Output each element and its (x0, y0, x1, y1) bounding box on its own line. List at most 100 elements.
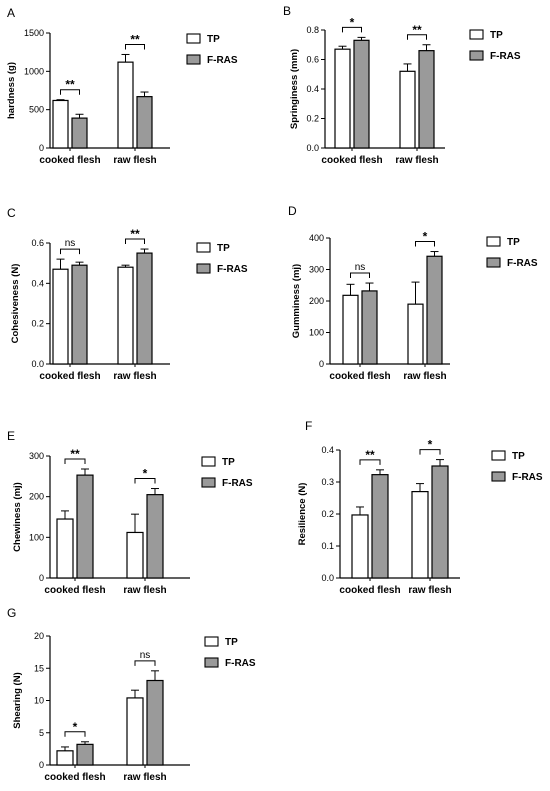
significance-bracket (342, 26, 362, 33)
bar (146, 679, 164, 766)
x-tick-label: cooked flesh (44, 585, 105, 596)
y-tick-label: 10 (34, 696, 44, 706)
significance-bracket (415, 241, 435, 247)
legend-label: TP (490, 30, 503, 41)
legend-label: TP (512, 451, 525, 462)
panel-g: G Shearing (N) 0 5 10 15 20 cooked flesh raw fle… (7, 606, 256, 783)
panel-e: E Chewiness (mj) 0 100 200 300 cooked flesh raw… (7, 429, 253, 596)
y-tick-label: 0.0 (321, 573, 334, 583)
bar (146, 494, 164, 579)
significance-bracket (64, 731, 86, 737)
significance-label: * (350, 15, 355, 29)
y-tick-label: 0.4 (306, 84, 319, 94)
bar (52, 99, 69, 149)
legend-swatch (204, 636, 219, 647)
panel-letter: A (7, 6, 15, 20)
panel-f: F Resilience (N) 0.0 0.1 0.2 0.3 0.4 cooked fle… (297, 419, 543, 596)
bar (361, 290, 378, 365)
y-tick-label: 0.0 (306, 143, 319, 153)
legend-label: F-RAS (222, 478, 253, 489)
significance-label: ** (365, 448, 375, 462)
y-tick-label: 0 (39, 573, 44, 583)
legend-swatch (201, 477, 216, 488)
bar (136, 96, 153, 149)
y-tick-label: 100 (309, 328, 324, 338)
y-tick-label: 0.4 (31, 278, 44, 288)
y-axis-label: Resilience (N) (297, 483, 308, 546)
legend-label: TP (507, 237, 520, 248)
legend-swatch (196, 263, 211, 274)
panel-b: B Springiness (mm) 0.0 0.2 0.4 0.6 0.8 cooked f… (283, 4, 521, 166)
bar (342, 294, 359, 365)
legend-label: TP (207, 34, 220, 45)
significance-label: * (428, 438, 433, 452)
significance-label: ns (140, 650, 151, 661)
y-tick-label: 0.6 (31, 238, 44, 248)
panel-c: C Cohesiveness (N) 0.0 0.2 0.4 0.6 cooked fles… (7, 206, 248, 382)
significance-bracket (64, 458, 86, 465)
bar (136, 252, 153, 365)
significance-bracket (350, 272, 370, 279)
x-tick-label: cooked flesh (329, 371, 390, 382)
bar (52, 268, 69, 365)
y-tick-label: 0.8 (306, 25, 319, 35)
legend-swatch (486, 257, 501, 268)
x-tick-label: cooked flesh (39, 155, 100, 166)
y-axis-label: Springiness (mm) (289, 49, 300, 129)
legend-swatch (491, 471, 506, 482)
bar (126, 697, 144, 766)
y-tick-label: 0.4 (321, 445, 334, 455)
significance-label: ** (130, 32, 140, 46)
significance-label: * (143, 467, 148, 481)
legend-swatch (201, 456, 216, 467)
y-tick-label: 0.2 (321, 509, 334, 519)
y-axis-label: Chewiness (mj) (12, 482, 23, 552)
legend-label: TP (225, 637, 238, 648)
bar (353, 39, 370, 149)
legend-label: F-RAS (512, 472, 543, 483)
legend-label: F-RAS (217, 264, 248, 275)
x-tick-label: cooked flesh (321, 155, 382, 166)
y-tick-label: 20 (34, 631, 44, 641)
significance-label: ** (65, 78, 75, 92)
significance-label: * (73, 720, 78, 734)
panel-letter: F (305, 419, 312, 433)
y-tick-label: 0.2 (31, 319, 44, 329)
x-tick-label: raw flesh (408, 585, 451, 596)
legend-swatch (491, 450, 506, 461)
significance-bracket (60, 248, 80, 255)
y-tick-label: 200 (309, 296, 324, 306)
bar (117, 266, 134, 365)
y-tick-label: 0 (39, 760, 44, 770)
bar (117, 61, 134, 149)
bar (418, 50, 435, 149)
y-tick-label: 5 (39, 728, 44, 738)
y-tick-label: 500 (29, 105, 44, 115)
y-tick-label: 200 (29, 492, 44, 502)
x-tick-label: cooked flesh (44, 772, 105, 783)
y-axis-label: hardness (g) (6, 62, 17, 119)
y-tick-label: 0.1 (321, 541, 334, 551)
y-axis-label: Cohesiveness (N) (10, 264, 21, 344)
x-tick-label: cooked flesh (39, 371, 100, 382)
bar (431, 465, 449, 579)
legend-label: F-RAS (507, 258, 538, 269)
y-tick-label: 15 (34, 663, 44, 673)
bar (56, 750, 74, 766)
y-tick-label: 1000 (24, 66, 44, 76)
y-tick-label: 300 (29, 451, 44, 461)
y-tick-label: 1500 (24, 28, 44, 38)
y-tick-label: 0.6 (306, 55, 319, 65)
panel-letter: G (7, 606, 16, 620)
legend-swatch (186, 33, 201, 44)
bar (76, 743, 94, 766)
panel-letter: E (7, 429, 15, 443)
legend-label: F-RAS (225, 658, 256, 669)
bar (411, 491, 429, 579)
y-tick-label: 300 (309, 265, 324, 275)
significance-label: ** (70, 447, 80, 461)
bar (371, 474, 389, 579)
significance-bracket (60, 89, 80, 95)
